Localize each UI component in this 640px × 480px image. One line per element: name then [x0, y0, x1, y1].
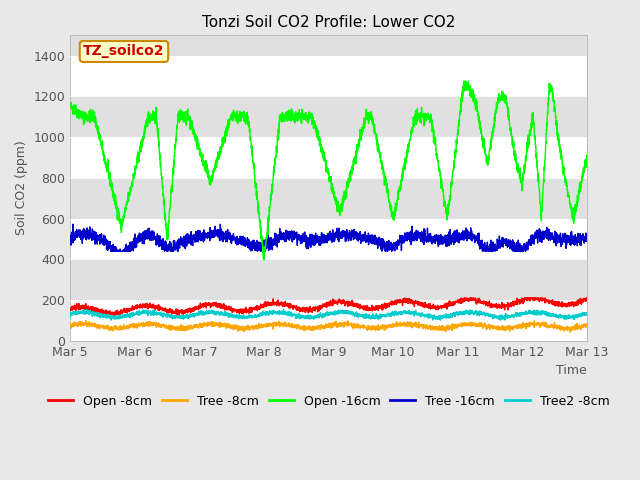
Bar — [70, 178, 587, 218]
X-axis label: Time: Time — [556, 364, 587, 377]
Bar — [70, 137, 587, 178]
Y-axis label: Soil CO2 (ppm): Soil CO2 (ppm) — [15, 141, 28, 236]
Bar — [70, 56, 587, 96]
Bar — [70, 36, 587, 56]
Legend: Open -8cm, Tree -8cm, Open -16cm, Tree -16cm, Tree2 -8cm: Open -8cm, Tree -8cm, Open -16cm, Tree -… — [43, 390, 614, 413]
Bar — [70, 300, 587, 341]
Bar — [70, 259, 587, 300]
Bar — [70, 218, 587, 259]
Text: TZ_soilco2: TZ_soilco2 — [83, 45, 164, 59]
Bar — [70, 96, 587, 137]
Title: Tonzi Soil CO2 Profile: Lower CO2: Tonzi Soil CO2 Profile: Lower CO2 — [202, 15, 455, 30]
